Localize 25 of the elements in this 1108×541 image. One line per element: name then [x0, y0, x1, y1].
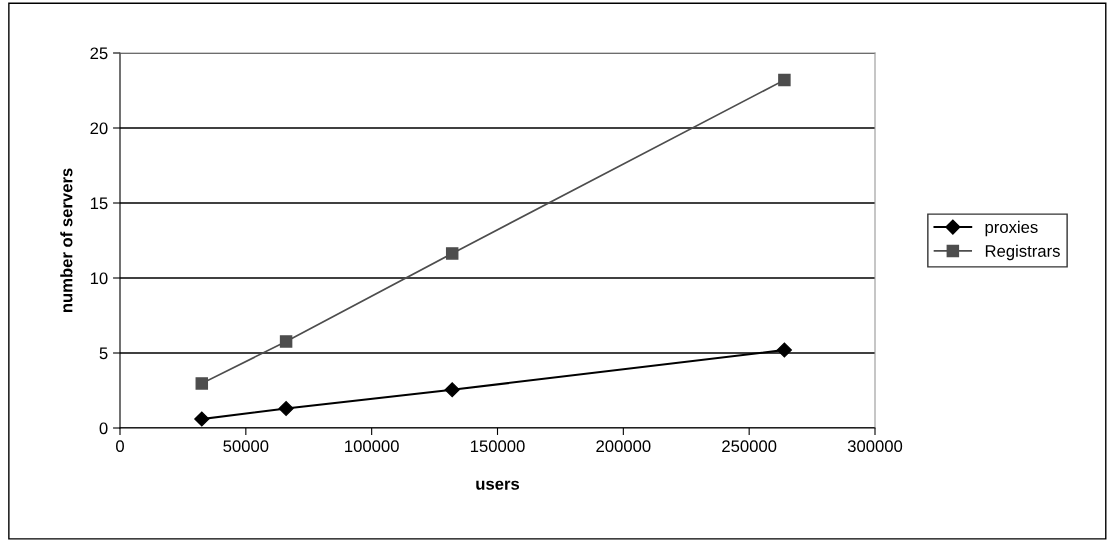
x-tick-label: 50000 — [223, 440, 269, 453]
y-tick-label: 0 — [99, 422, 108, 435]
x-tick-label: 200000 — [596, 440, 651, 453]
x-tick-label: 0 — [116, 440, 124, 453]
point — [444, 382, 460, 398]
point — [776, 342, 792, 358]
point — [279, 335, 293, 348]
point — [195, 377, 209, 390]
y-axis-title: number of servers — [60, 168, 73, 313]
x-tick-label: 150000 — [470, 440, 525, 453]
y-tick-label: 25 — [90, 47, 108, 60]
x-axis-title: users — [476, 480, 520, 490]
point — [278, 400, 294, 417]
point — [778, 73, 791, 87]
point — [194, 411, 210, 427]
y-tick-label: 20 — [90, 122, 108, 135]
y-tick-label: 5 — [99, 347, 108, 360]
legend-label: Registrars — [985, 244, 1060, 261]
point — [445, 247, 459, 260]
y-tick-label: 10 — [90, 272, 108, 285]
x-tick-label: 300000 — [847, 440, 903, 453]
legend-label: proxies — [985, 220, 1038, 237]
x-tick-label: 100000 — [345, 440, 399, 453]
x-tick-label: 250000 — [722, 440, 777, 453]
y-tick-label: 15 — [90, 197, 108, 210]
